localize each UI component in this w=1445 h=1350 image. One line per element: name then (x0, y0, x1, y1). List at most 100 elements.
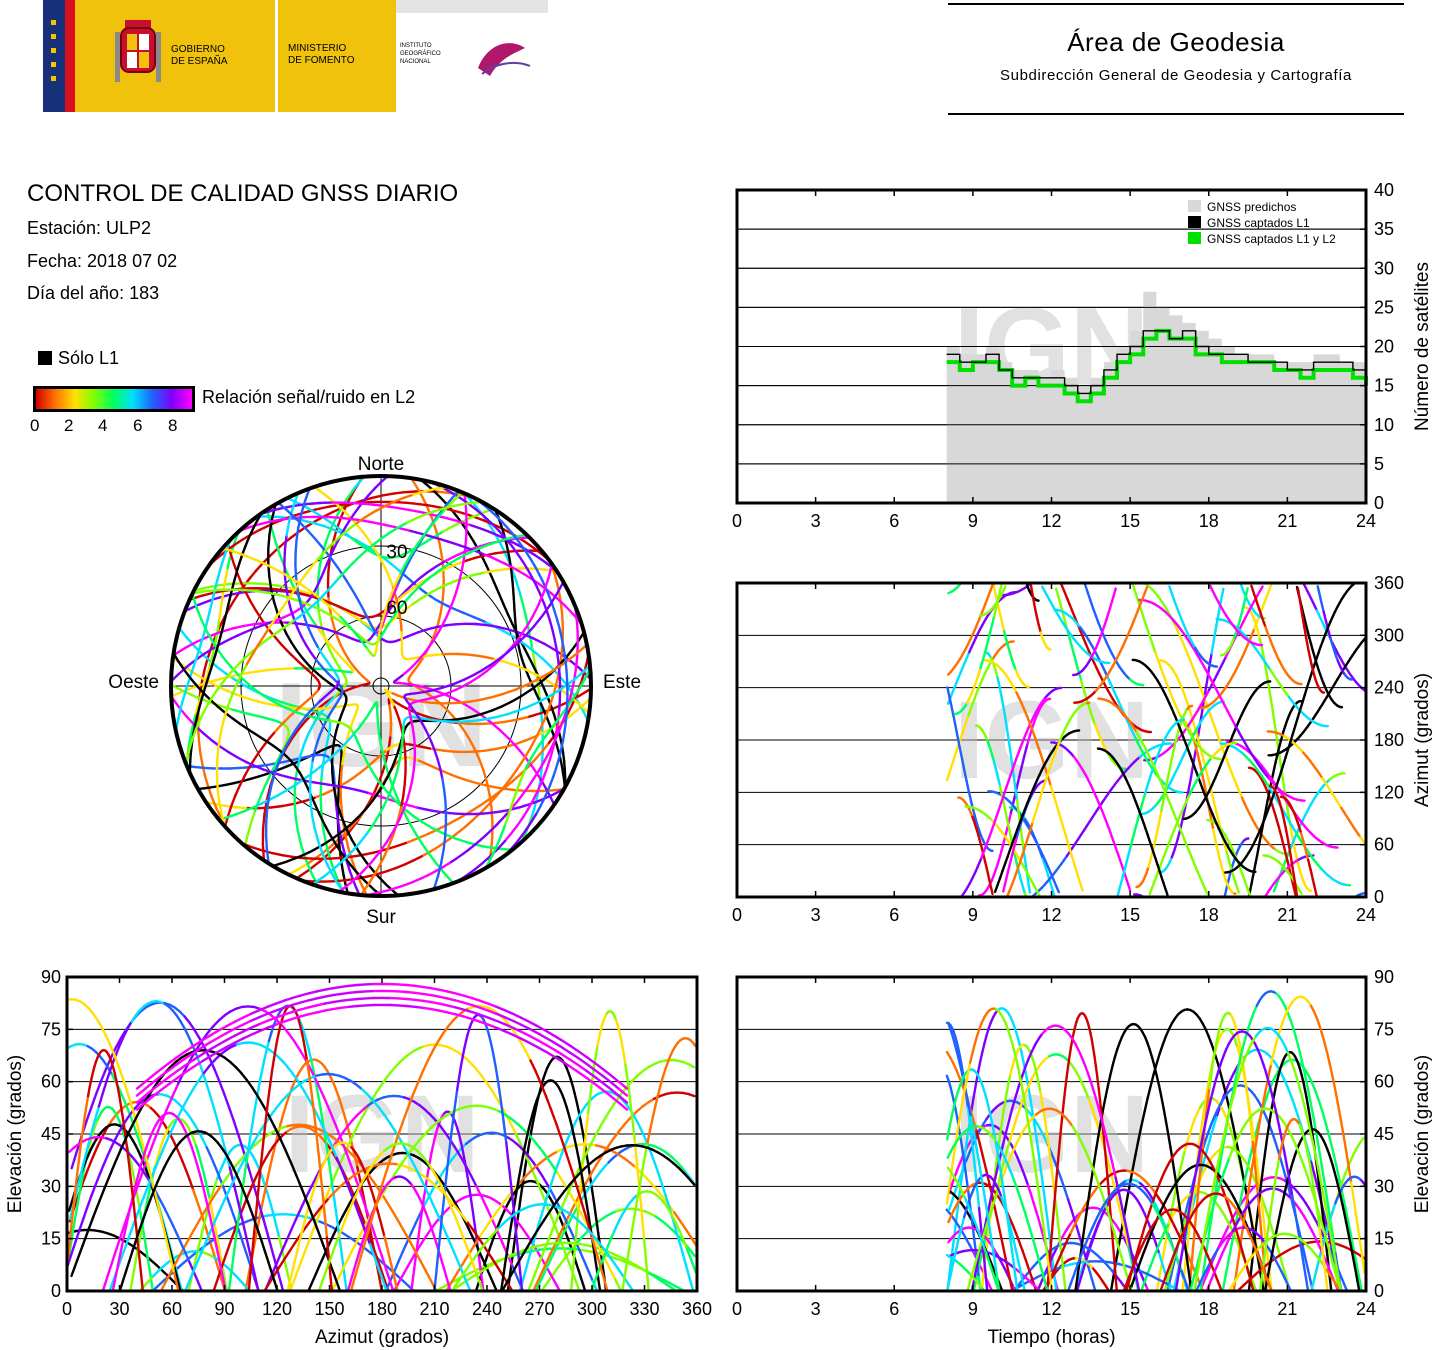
trace-segment (543, 1262, 550, 1274)
trace-segment (113, 1236, 122, 1257)
trace-segment (1140, 609, 1146, 621)
snr-tick-label: 2 (64, 416, 74, 435)
trace-segment (1134, 606, 1141, 617)
trace-segment (590, 1176, 598, 1186)
trace-segment (90, 1184, 97, 1198)
trace-segment (495, 1203, 504, 1214)
satellites-ytick-label: 5 (1374, 454, 1384, 474)
azimuth-trace (1296, 586, 1326, 694)
trace-segment (1151, 643, 1157, 655)
trace-segment (957, 583, 962, 588)
trace-segment (635, 1070, 644, 1078)
trace-segment (245, 1252, 252, 1268)
trace-segment (534, 1070, 542, 1085)
trace-segment (646, 1272, 650, 1291)
trace-segment (1258, 585, 1264, 593)
trace-segment (209, 1242, 216, 1257)
trace-segment (1011, 835, 1017, 845)
trace-segment (549, 1172, 556, 1186)
trace-segment (591, 1190, 596, 1207)
trace-segment (97, 1091, 105, 1108)
trace-segment (1178, 827, 1185, 837)
trace-segment (268, 1153, 274, 1169)
trace-segment (566, 1205, 575, 1220)
azimuth_time-ytick-label: 180 (1374, 730, 1404, 750)
trace-segment (203, 1078, 211, 1094)
trace-segment (1140, 593, 1146, 603)
trace-segment (630, 1074, 639, 1084)
trace-segment (234, 1218, 240, 1239)
trace-segment (117, 1064, 125, 1080)
trace-segment (1275, 777, 1281, 787)
trace-segment (237, 1228, 244, 1244)
elevation-azimuth-trace (67, 998, 180, 1291)
trace-segment (175, 1014, 182, 1023)
trace-segment (273, 1265, 281, 1277)
trace-segment (192, 1270, 200, 1283)
trace-segment (144, 1197, 149, 1210)
trace-segment (352, 1155, 361, 1165)
trace-segment (412, 1162, 421, 1176)
trace-segment (480, 1195, 488, 1210)
trace-segment (1058, 601, 1064, 611)
trace-segment (549, 1213, 558, 1231)
trace-segment (381, 1073, 390, 1085)
trace-segment (223, 1278, 229, 1291)
trace-segment (628, 1098, 633, 1114)
trace-segment (344, 1201, 351, 1212)
trace-segment (348, 1184, 355, 1196)
ign-text: INSTITUTO GEOGRÁFICO NACIONAL (400, 43, 441, 65)
trace-segment (1301, 694, 1306, 705)
trace-segment (87, 1140, 92, 1151)
trace-segment (673, 1211, 681, 1222)
azimuth-trace (957, 796, 994, 896)
trace-segment (184, 1251, 191, 1264)
trace-segment (519, 1040, 527, 1052)
trace-segment (1117, 855, 1123, 867)
trace-segment (293, 1040, 302, 1052)
trace-segment (1211, 634, 1216, 646)
trace-segment (163, 1131, 172, 1147)
trace-segment (220, 1134, 227, 1153)
trace-segment (267, 1196, 273, 1207)
trace-segment (333, 1201, 339, 1222)
trace-segment (489, 1211, 498, 1222)
trace-segment (296, 1079, 305, 1092)
trace-segment (177, 1152, 184, 1163)
trace-segment (1275, 733, 1279, 744)
trace-segment (1070, 855, 1076, 867)
trace-segment (1051, 887, 1056, 897)
trace-segment (1073, 863, 1079, 875)
trace-segment (1036, 743, 1042, 754)
trace-segment (1063, 590, 1069, 600)
trace-segment (450, 1271, 459, 1284)
trace-segment (102, 1060, 110, 1069)
trace-segment (220, 1175, 229, 1187)
trace-segment (1065, 837, 1071, 849)
trace-segment (129, 1278, 134, 1291)
trace-segment (555, 1122, 563, 1140)
azimuth-trace (1040, 585, 1111, 665)
trace-segment (1015, 798, 1020, 810)
trace-segment (573, 1092, 578, 1103)
trace-segment (596, 1276, 602, 1291)
trace-segment (328, 1108, 337, 1125)
trace-segment (1291, 724, 1297, 735)
trace-segment (209, 1155, 217, 1167)
trace-segment (1068, 846, 1074, 858)
trace-segment (549, 1188, 556, 1200)
trace-segment (194, 1040, 203, 1052)
trace-segment (532, 1109, 537, 1122)
trace-segment (452, 1100, 457, 1117)
trace-segment (402, 1228, 411, 1241)
trace-segment (119, 1090, 126, 1103)
trace-segment (1235, 886, 1240, 894)
trace-segment (447, 1018, 455, 1028)
trace-segment (297, 1235, 302, 1247)
azimuth_time-xtick-label: 24 (1356, 905, 1376, 925)
trace-segment (505, 1237, 511, 1253)
trace-segment (538, 1246, 547, 1264)
azimuth-trace (1138, 598, 1306, 802)
trace-segment (197, 1071, 206, 1083)
trace-segment (1106, 823, 1112, 834)
